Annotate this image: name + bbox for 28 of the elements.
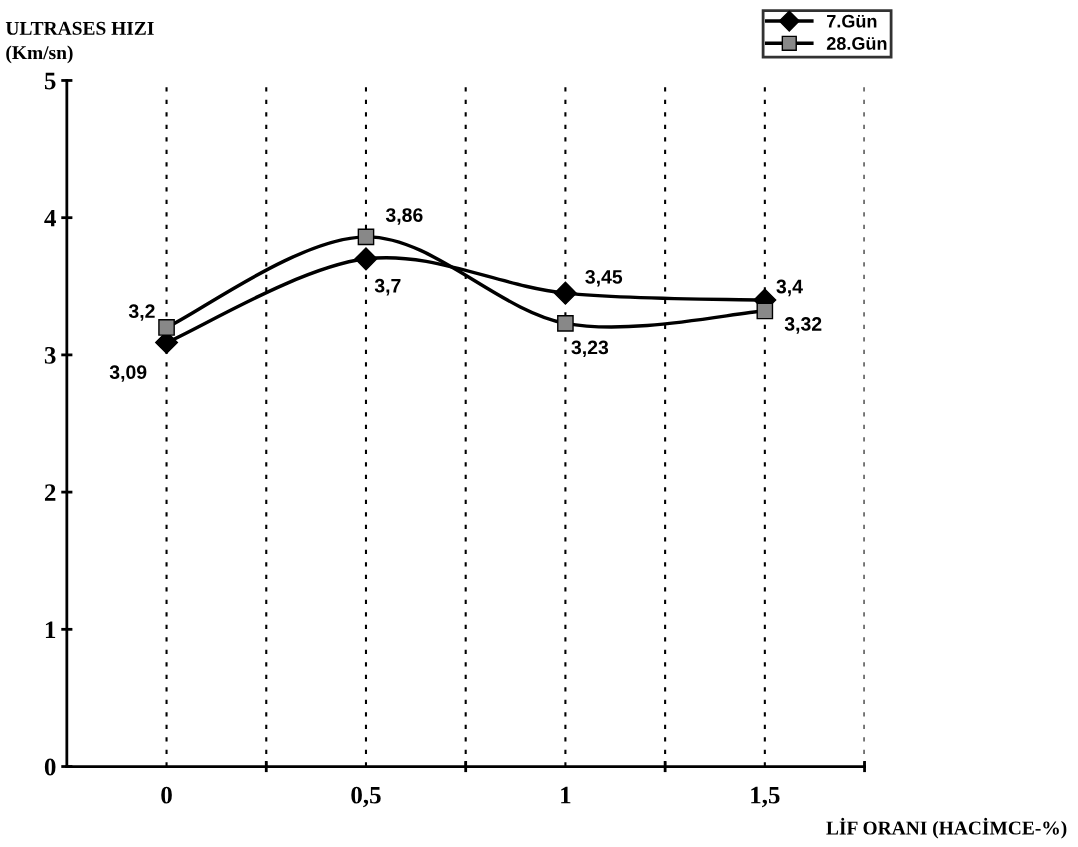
x-axis-title: LİF ORANI (HACİMCE-%): [826, 817, 1067, 839]
point: [354, 247, 378, 271]
y-tick-label: 3: [44, 347, 56, 364]
point: [158, 319, 175, 336]
x-tick-label: 0: [161, 786, 172, 804]
x-tick-label: 1,5: [751, 786, 780, 808]
data-label: 3,2: [128, 304, 155, 321]
data-label: 3,09: [109, 365, 147, 382]
y-axis-title: ULTRASES HIZI (Km/sn): [5, 21, 154, 64]
y-tick-label: 1: [45, 621, 56, 638]
point: [553, 281, 577, 305]
x-tick-label: 1: [561, 786, 571, 804]
y-tick-label: 5: [44, 72, 56, 90]
y-tick-label: 0: [44, 758, 56, 776]
point: [756, 302, 774, 320]
data-label: 3,4: [776, 279, 803, 297]
point: [557, 314, 574, 332]
legend-label: 28.Gün: [826, 37, 887, 50]
x-tick-label: 0,5: [351, 786, 381, 808]
data-label: 3,86: [385, 208, 423, 225]
data-label: 3,23: [571, 340, 609, 358]
data-label: 3,32: [784, 317, 822, 334]
legend-label: 7.Gün: [827, 14, 877, 28]
y-tick-label: 2: [44, 484, 56, 501]
data-label: 3,7: [374, 278, 401, 296]
data-label: 3,45: [585, 269, 623, 287]
point: [357, 228, 375, 246]
y-tick-label: 4: [44, 209, 56, 227]
